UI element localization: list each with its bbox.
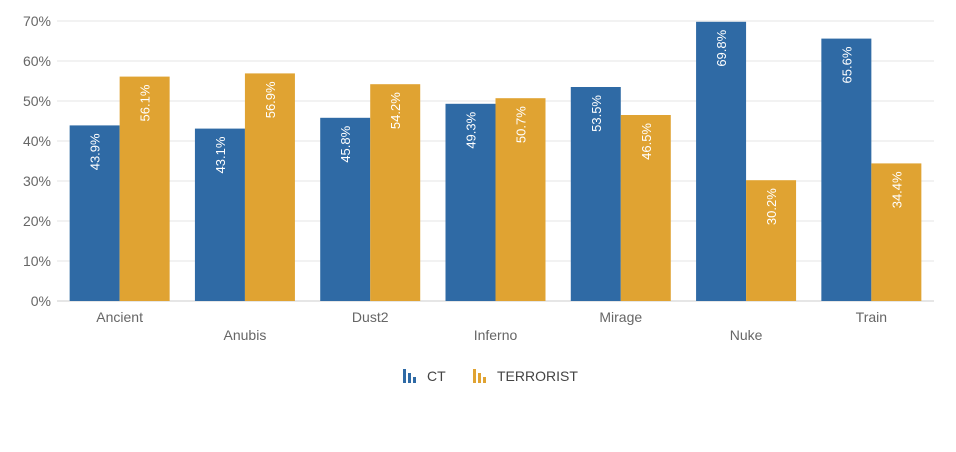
x-tick-label: Mirage	[599, 309, 642, 325]
legend-item-terrorist[interactable]: TERRORIST	[473, 368, 578, 384]
bar-ct-anubis[interactable]	[194, 128, 245, 301]
legend[interactable]: CT TERRORIST	[403, 368, 578, 384]
bar-ct-train[interactable]	[821, 38, 872, 301]
bar-terrorist-mirage[interactable]	[620, 115, 671, 301]
bar-data-label: 46.5%	[639, 123, 654, 160]
y-tick-label: 10%	[23, 253, 51, 269]
bar-data-label: 34.4%	[889, 171, 904, 208]
bar-ct-ancient[interactable]	[69, 125, 120, 302]
y-tick-label: 20%	[23, 213, 51, 229]
bar-data-label: 53.5%	[589, 95, 604, 132]
legend-label: TERRORIST	[497, 368, 578, 384]
bar-terrorist-train[interactable]	[871, 163, 922, 301]
bar-ct-dust2[interactable]	[320, 117, 371, 301]
y-tick-label: 40%	[23, 133, 51, 149]
bar-chart-icon	[473, 369, 486, 383]
bar-ct-mirage[interactable]	[570, 87, 621, 301]
bar-terrorist-inferno[interactable]	[495, 98, 546, 301]
x-tick-label: Ancient	[96, 309, 143, 325]
bar-data-labels: 43.9% 56.1% 43.1% 56.9% 45.8% 54.2% 49.3% 50.7%…	[88, 29, 905, 225]
bar-chart-icon	[403, 369, 416, 383]
bar-data-label: 30.2%	[764, 188, 779, 225]
bar-terrorist-dust2[interactable]	[370, 84, 421, 301]
x-tick-label: Inferno	[474, 327, 518, 343]
bar-data-label: 56.1%	[138, 84, 153, 121]
x-tick-label: Train	[856, 309, 887, 325]
bar-terrorist-anubis[interactable]	[244, 73, 295, 302]
x-tick-label: Dust2	[352, 309, 389, 325]
legend-item-ct[interactable]: CT	[403, 368, 446, 384]
bar-terrorist-nuke[interactable]	[746, 180, 797, 301]
y-tick-label: 30%	[23, 173, 51, 189]
bar-data-label: 69.8%	[714, 29, 729, 66]
bars	[69, 21, 922, 302]
y-tick-label: 50%	[23, 93, 51, 109]
y-axis-ticks: 0% 10% 20% 30% 40% 50% 60% 70%	[23, 13, 51, 309]
legend-label: CT	[427, 368, 446, 384]
bar-data-label: 49.3%	[464, 111, 479, 148]
bar-terrorist-ancient[interactable]	[119, 76, 170, 301]
bar-ct-inferno[interactable]	[445, 103, 496, 301]
bar-data-label: 43.1%	[213, 136, 228, 173]
bar-data-label: 54.2%	[388, 92, 403, 129]
bar-data-label: 56.9%	[263, 81, 278, 118]
bar-data-label: 65.6%	[839, 46, 854, 83]
y-tick-label: 70%	[23, 13, 51, 29]
x-axis-ticks: Ancient Anubis Dust2 Inferno Mirage Nuke Train	[96, 309, 887, 343]
bar-ct-nuke[interactable]	[696, 21, 747, 302]
bar-data-label: 45.8%	[338, 125, 353, 162]
x-tick-label: Anubis	[224, 327, 267, 343]
bar-data-label: 50.7%	[514, 106, 529, 143]
x-tick-label: Nuke	[730, 327, 763, 343]
y-tick-label: 60%	[23, 53, 51, 69]
y-tick-label: 0%	[31, 293, 51, 309]
bar-data-label: 43.9%	[88, 133, 103, 170]
